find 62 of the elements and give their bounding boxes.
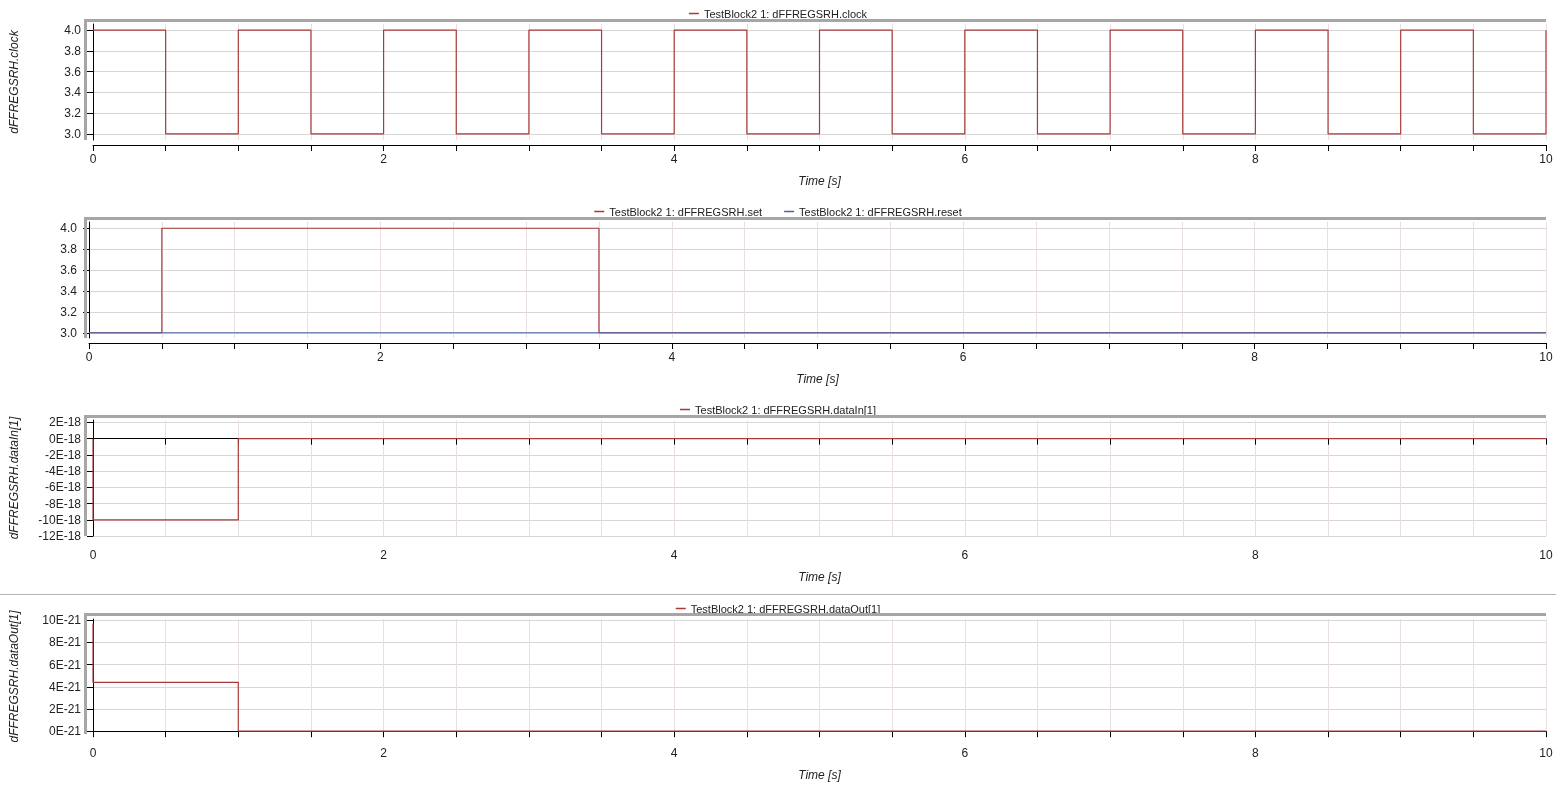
y-tick-label: 3.6 xyxy=(64,64,82,79)
y-tick-label: -10E-18 xyxy=(38,512,82,527)
x-tick-label: 4 xyxy=(670,548,678,562)
x-tick-label: 0 xyxy=(89,548,97,562)
x-tick-label: 4 xyxy=(670,152,678,166)
legend-label: TestBlock2 1: dFFREGSRH.reset xyxy=(799,205,962,218)
x-tick-label: 2 xyxy=(380,548,388,562)
y-tick-label: 2E-18 xyxy=(48,415,82,430)
y-tick-label: 3.2 xyxy=(60,304,78,319)
x-axis-title: Time [s] xyxy=(798,570,842,584)
x-tick-label: 4 xyxy=(670,746,678,760)
y-tick-label: 2E-21 xyxy=(48,702,82,716)
x-axis-title: Time [s] xyxy=(798,174,842,188)
y-tick-label: -6E-18 xyxy=(44,480,82,495)
x-tick-label: 10 xyxy=(1539,746,1553,760)
y-tick-label: 4.0 xyxy=(64,23,82,38)
x-tick-label: 8 xyxy=(1252,152,1260,166)
x-tick-label: 2 xyxy=(380,152,388,166)
legend-label: TestBlock2 1: dFFREGSRH.dataIn[1] xyxy=(695,403,876,416)
y-tick-label: -4E-18 xyxy=(44,464,82,479)
x-tick-label: 6 xyxy=(961,548,969,562)
y-tick-label: 4.0 xyxy=(60,221,78,236)
x-tick-label: 10 xyxy=(1539,548,1553,562)
y-tick-label: 3.8 xyxy=(64,43,82,58)
y-tick-label: 3.4 xyxy=(60,283,78,298)
x-axis-title: Time [s] xyxy=(796,372,840,386)
y-tick-label: 0E-21 xyxy=(48,724,82,739)
x-tick-label: 6 xyxy=(959,350,967,364)
y-tick-label: -8E-18 xyxy=(44,496,82,511)
y-axis-title: dFFREGSRH.dataIn[1] xyxy=(7,415,21,540)
x-tick-label: 6 xyxy=(961,152,969,166)
x-tick-label: 10 xyxy=(1539,152,1553,166)
x-tick-label: 8 xyxy=(1252,548,1260,562)
y-tick-label: 3.0 xyxy=(60,325,78,340)
x-axis-title: Time [s] xyxy=(798,768,842,782)
legend-label: TestBlock2 1: dFFREGSRH.clock xyxy=(703,7,868,20)
legend-label: TestBlock2 1: dFFREGSRH.set xyxy=(609,205,763,218)
x-tick-label: 0 xyxy=(89,746,97,760)
y-tick-label: 0E-18 xyxy=(48,431,82,446)
y-tick-label: 3.8 xyxy=(60,242,78,257)
x-tick-label: 8 xyxy=(1252,746,1260,760)
y-tick-label: 3.0 xyxy=(64,126,82,141)
y-tick-label: 10E-21 xyxy=(42,613,82,628)
x-tick-label: 2 xyxy=(380,746,388,760)
x-tick-label: 2 xyxy=(377,350,385,364)
y-tick-label: 3.4 xyxy=(64,85,82,100)
y-tick-label: 8E-21 xyxy=(48,635,82,650)
y-tick-label: -2E-18 xyxy=(44,447,82,462)
x-tick-label: 10 xyxy=(1539,350,1553,364)
y-tick-label: 3.2 xyxy=(64,106,82,121)
y-axis-title: dFFREGSRH.dataOut[1] xyxy=(7,609,21,743)
y-axis-title: dFFREGSRH.clock xyxy=(7,29,21,134)
x-tick-label: 0 xyxy=(85,350,93,364)
legend-label: TestBlock2 1: dFFREGSRH.dataOut[1] xyxy=(690,602,881,615)
y-tick-label: 4E-21 xyxy=(48,679,82,694)
y-tick-label: 6E-21 xyxy=(48,657,82,672)
y-tick-label: -12E-18 xyxy=(38,529,82,543)
x-tick-label: 4 xyxy=(668,350,676,364)
x-tick-label: 0 xyxy=(89,152,97,166)
y-tick-label: 3.6 xyxy=(60,263,78,278)
x-tick-label: 6 xyxy=(961,746,969,760)
x-tick-label: 8 xyxy=(1251,350,1259,364)
